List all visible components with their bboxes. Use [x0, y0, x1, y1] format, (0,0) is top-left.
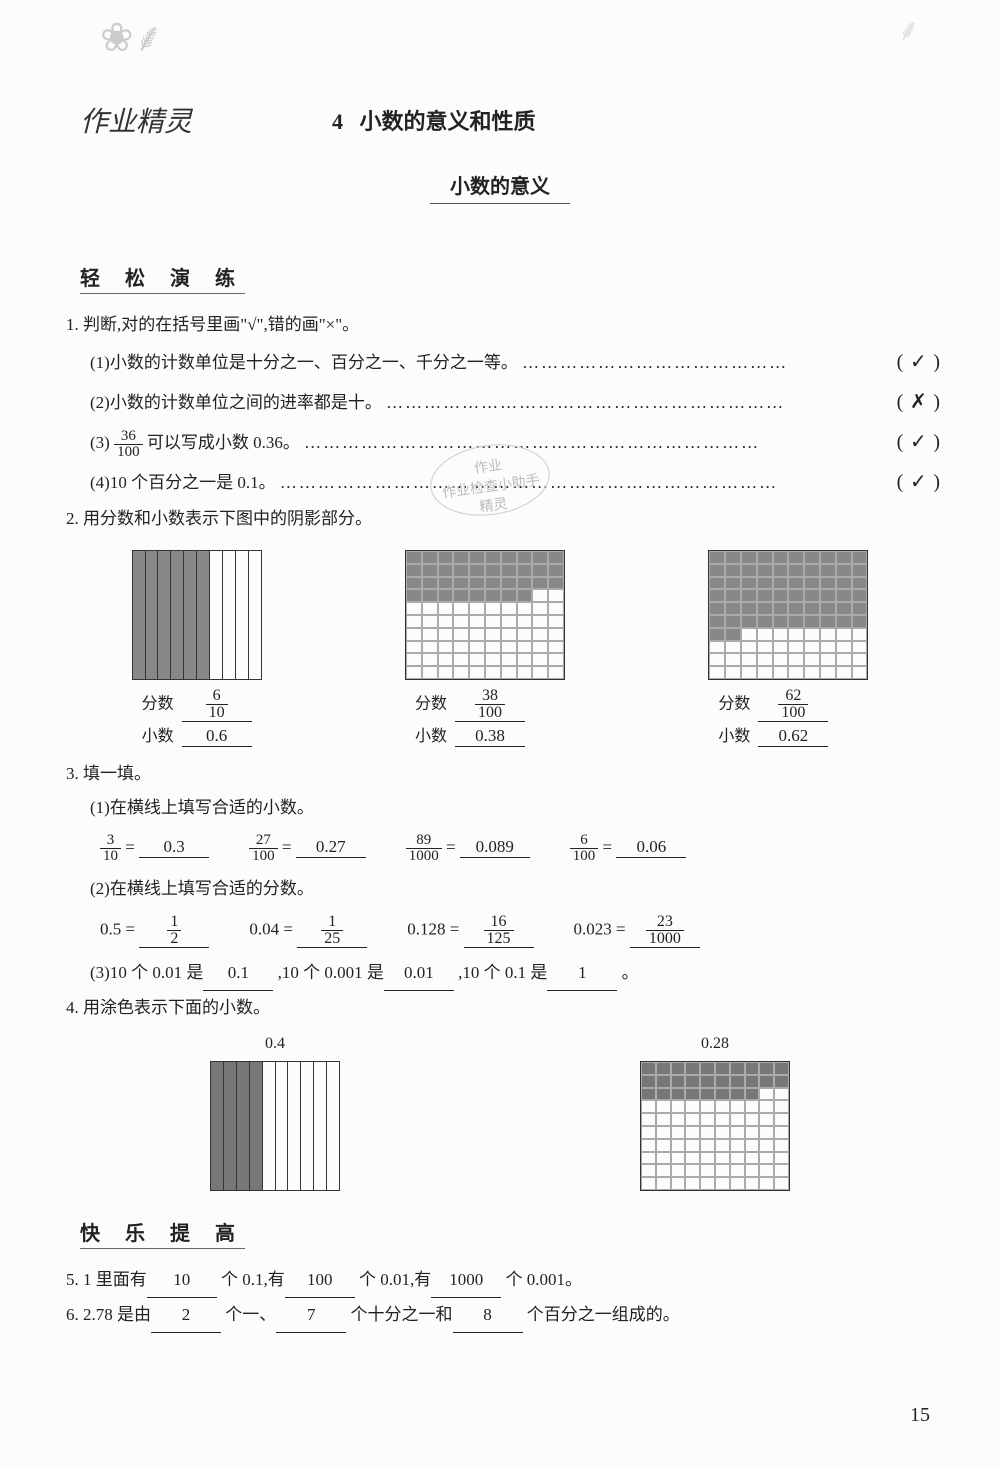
header: 作业精灵 4 小数的意义和性质	[60, 100, 940, 140]
q4-row: 0.4 0.28	[60, 1035, 940, 1199]
q6-a: 2	[151, 1298, 221, 1333]
q3-s1-item: 310 = 0.3	[100, 833, 209, 864]
q1-3-frac: 36100	[114, 429, 143, 460]
q2-dec-label: 小数	[142, 728, 174, 745]
brand-watermark: 作业精灵	[80, 100, 192, 140]
q1-item-2: (2)小数的计数单位之间的进率都是十。 ………………………………………………………	[90, 382, 940, 422]
q1-4-ans: ✓	[908, 462, 928, 502]
q6-c: 8	[453, 1298, 523, 1333]
subtitle: 小数的意义	[430, 170, 570, 204]
decoration-flower-right: ⸙	[898, 8, 921, 49]
q2-2-frac: 38100	[475, 688, 505, 721]
q5-a: 10	[147, 1263, 217, 1298]
q3-s2-item: 0.023 = 231000	[574, 914, 700, 948]
q6: 6. 2.78 是由2 个一、7 个十分之一和8 个百分之一组成的。	[66, 1298, 940, 1333]
decoration-flower-left: ❀⸙	[100, 8, 164, 63]
q3-s2-stem: (2)在横线上填写合适的分数。	[90, 872, 940, 906]
q3-s2-item: 0.04 = 125	[249, 914, 367, 948]
q1-2-text: (2)小数的计数单位之间的进率都是十。	[90, 393, 382, 412]
q1-2-ans: ✗	[908, 382, 928, 422]
q4-grid-1	[210, 1061, 340, 1191]
q3-s2-item: 0.128 = 16125	[407, 914, 533, 948]
q1-item-1: (1)小数的计数单位是十分之一、百分之一、千分之一等。 …………………………………	[90, 342, 940, 382]
q2-grid-1	[132, 550, 262, 680]
page-number: 15	[910, 1404, 930, 1427]
q5: 5. 1 里面有10 个 0.1,有100 个 0.01,有1000 个 0.0…	[66, 1263, 940, 1298]
section-head-1: 轻 松 演 练	[80, 262, 245, 294]
q3-s3-b: 0.01	[384, 956, 454, 991]
q1-1-ans: ✓	[908, 342, 928, 382]
q4-stem: 4. 用涂色表示下面的小数。	[66, 991, 940, 1025]
q1-1-dots: ……………………………………	[522, 353, 788, 372]
q1-3-post: 可以写成小数 0.36。	[147, 433, 300, 452]
q1-stem: 1. 判断,对的在括号里画"√",错的画"×"。	[66, 308, 940, 342]
q1-3-dots: ………………………………………………………………	[304, 433, 760, 452]
q4-block-1: 0.4	[210, 1035, 340, 1199]
section-head-2: 快 乐 提 高	[80, 1217, 245, 1249]
q3-s1-row: 310 = 0.3 27100 = 0.27 891000 = 0.089 6100 …	[100, 833, 940, 864]
q2-block-3: 分数 62100 小数 0.62	[708, 550, 868, 747]
q1-3-ans: ✓	[908, 422, 928, 462]
q2-grid-2	[405, 550, 565, 680]
q1-3-pre: (3)	[90, 433, 110, 452]
q3-s1-item: 27100 = 0.27	[249, 833, 366, 864]
q3-stem: 3. 填一填。	[66, 757, 940, 791]
q3-s2-row: 0.5 = 12 0.04 = 125 0.128 = 16125 0.023 = 2…	[100, 914, 940, 948]
q2-block-2: 分数 38100 小数 0.38	[405, 550, 565, 747]
q4-grid-2	[640, 1061, 790, 1191]
q2-1-frac: 610	[206, 688, 228, 721]
q2-3-frac: 62100	[778, 688, 808, 721]
q6-b: 7	[276, 1298, 346, 1333]
q3-s2-item: 0.5 = 12	[100, 914, 209, 948]
q1-1-text: (1)小数的计数单位是十分之一、百分之一、千分之一等。	[90, 353, 518, 372]
q3-s3-c: 1	[547, 956, 617, 991]
q2-block-1: 分数 610 小数 0.6	[132, 550, 262, 747]
q4-1-label: 0.4	[210, 1035, 340, 1053]
q3-s1-item: 891000 = 0.089	[406, 833, 530, 864]
q5-b: 100	[285, 1263, 355, 1298]
q1-2-dots: ………………………………………………………	[386, 393, 785, 412]
q2-grid-3	[708, 550, 868, 680]
q1-4-text: (4)10 个百分之一是 0.1。	[90, 473, 276, 492]
chapter-title: 4 小数的意义和性质	[332, 104, 536, 136]
q3-s3-a: 0.1	[203, 956, 273, 991]
q3-s3: (3)10 个 0.01 是0.1 ,10 个 0.001 是0.01 ,10 …	[90, 956, 940, 991]
q5-c: 1000	[431, 1263, 501, 1298]
chapter-num: 4	[332, 109, 343, 134]
q4-block-2: 0.28	[640, 1035, 790, 1199]
q2-grids: 分数 610 小数 0.6 分数 38100 小数 0.38 分数 62100 …	[60, 550, 940, 747]
q2-3-dec: 0.62	[758, 726, 828, 747]
q2-frac-label: 分数	[142, 695, 174, 712]
q4-2-label: 0.28	[640, 1035, 790, 1053]
q3-s1-stem: (1)在横线上填写合适的小数。	[90, 791, 940, 825]
q2-1-dec: 0.6	[182, 726, 252, 747]
chapter-name: 小数的意义和性质	[360, 109, 536, 134]
q3-s1-item: 6100 = 0.06	[570, 833, 687, 864]
q2-2-dec: 0.38	[455, 726, 525, 747]
